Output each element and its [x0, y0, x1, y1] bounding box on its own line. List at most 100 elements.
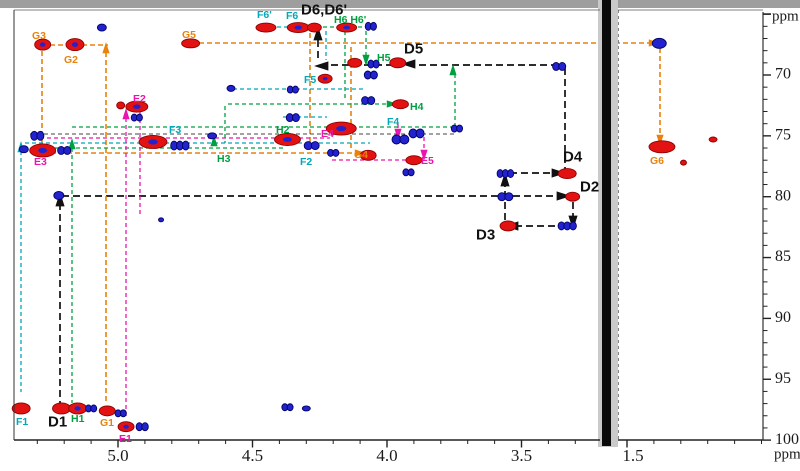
peak-label-d4: D4	[563, 148, 583, 165]
peak-positive	[359, 149, 377, 161]
peak-positive	[392, 99, 409, 110]
peak-negative	[226, 84, 236, 92]
arrowhead	[354, 149, 367, 157]
peak-core	[336, 125, 347, 132]
window-chrome-strip	[0, 0, 800, 8]
peak-negative	[504, 192, 514, 202]
arrowhead	[556, 191, 571, 201]
axis-tick-label: 90	[775, 309, 791, 326]
peak-core	[148, 139, 158, 145]
peak-core	[322, 76, 328, 81]
peak-label-g1: G1	[100, 417, 114, 429]
peak-positive	[306, 22, 322, 33]
peak-negative	[207, 132, 218, 140]
arrowhead	[401, 59, 416, 69]
peak-label-h2: H2	[276, 124, 290, 136]
peak-label-d3: D3	[476, 226, 495, 243]
peak-label-h5: H5	[377, 52, 391, 64]
peak-label-f3: F3	[169, 124, 181, 136]
peak-negative	[558, 62, 567, 71]
arrowhead	[314, 61, 329, 71]
peak-label-g4: G4	[354, 149, 368, 161]
peak-positive	[648, 140, 676, 154]
peak-negative	[36, 130, 45, 141]
peak-label-h3: H3	[217, 153, 231, 165]
peak-positive	[389, 57, 407, 69]
peak-positive	[98, 405, 116, 417]
axis-tick-label: 3.5	[511, 446, 532, 465]
peak-label-h6h6: H6 H6'	[334, 14, 366, 26]
peak-label-d1: D1	[48, 413, 67, 430]
peak-core	[71, 42, 79, 47]
axis-tick-label: 85	[775, 248, 791, 265]
peak-label-f6: F6	[286, 10, 298, 22]
peak-positive	[181, 38, 201, 49]
peak-negative	[415, 128, 425, 139]
peak-core	[123, 424, 129, 429]
peak-positive	[565, 191, 581, 202]
axis-tick-label: 5.0	[107, 446, 128, 465]
peak-label-d2: D2	[580, 178, 599, 195]
peak-label-d6d6: D6,D6'	[301, 1, 347, 18]
peak-negative	[291, 113, 300, 123]
peak-label-f2: F2	[300, 156, 312, 168]
peak-label-f5: F5	[304, 74, 316, 86]
peak-label-g5: G5	[182, 29, 196, 41]
axis-tick-label: 75	[775, 127, 791, 144]
peak-label-e2: E2	[133, 93, 146, 105]
arrowhead	[656, 134, 664, 147]
peak-negative	[63, 146, 72, 155]
peak-negative	[181, 140, 190, 151]
peak-negative	[141, 422, 149, 432]
peak-label-g2: G2	[64, 54, 78, 66]
axis-tick-label: 4.0	[376, 446, 397, 465]
arrowhead	[449, 63, 457, 76]
peak-core	[343, 25, 351, 30]
peak-label-h1: H1	[71, 413, 85, 425]
peak-negative	[651, 37, 667, 49]
y-axis-unit-label: ppm	[772, 9, 799, 25]
arrowhead	[420, 149, 428, 162]
axis-tick-label: 70	[775, 66, 791, 83]
peak-negative	[332, 148, 340, 157]
peak-negative	[456, 124, 464, 133]
peak-label-f4: F4	[387, 116, 399, 128]
peak-positive	[557, 168, 577, 180]
peak-negative	[372, 59, 380, 69]
peak-positive	[708, 136, 718, 143]
arrowhead	[122, 107, 130, 120]
peak-negative	[96, 23, 107, 32]
peak-label-d5: D5	[404, 40, 423, 57]
peak-core	[133, 104, 141, 109]
peaks	[11, 21, 718, 433]
peak-negative	[292, 85, 299, 94]
peak-positive	[499, 220, 517, 232]
axis-tick-label: 4.5	[242, 446, 263, 465]
peak-positive	[52, 402, 71, 415]
peak-negative	[286, 403, 294, 412]
peak-label-f1: F1	[16, 416, 28, 428]
axis-tick-label: 80	[775, 187, 791, 204]
peak-core	[294, 25, 302, 30]
arrowhead	[313, 26, 323, 41]
peak-negative	[407, 168, 415, 177]
peak-positive	[11, 402, 31, 415]
peak-labels: G3 G2 G5 F6' F6 D6,D6'H6 H6' D5 H5 F5 E2 H4 F4 F3 H2 E…	[16, 1, 664, 445]
peak-label-e3: E3	[34, 156, 47, 168]
peak-negative	[301, 405, 311, 412]
peak-positive	[255, 22, 277, 33]
peak-negative	[90, 404, 98, 413]
peak-core	[38, 147, 48, 154]
peak-negative	[18, 145, 29, 154]
peak-negative	[569, 221, 577, 231]
peak-negative	[369, 70, 378, 80]
arrowhead	[500, 172, 510, 187]
peak-negative	[310, 141, 320, 151]
arrowhead	[394, 128, 402, 141]
arrowhead	[102, 41, 110, 54]
peak-label-e5: E5	[421, 155, 434, 167]
peak-positive	[116, 101, 126, 110]
arrowhead	[362, 54, 370, 67]
